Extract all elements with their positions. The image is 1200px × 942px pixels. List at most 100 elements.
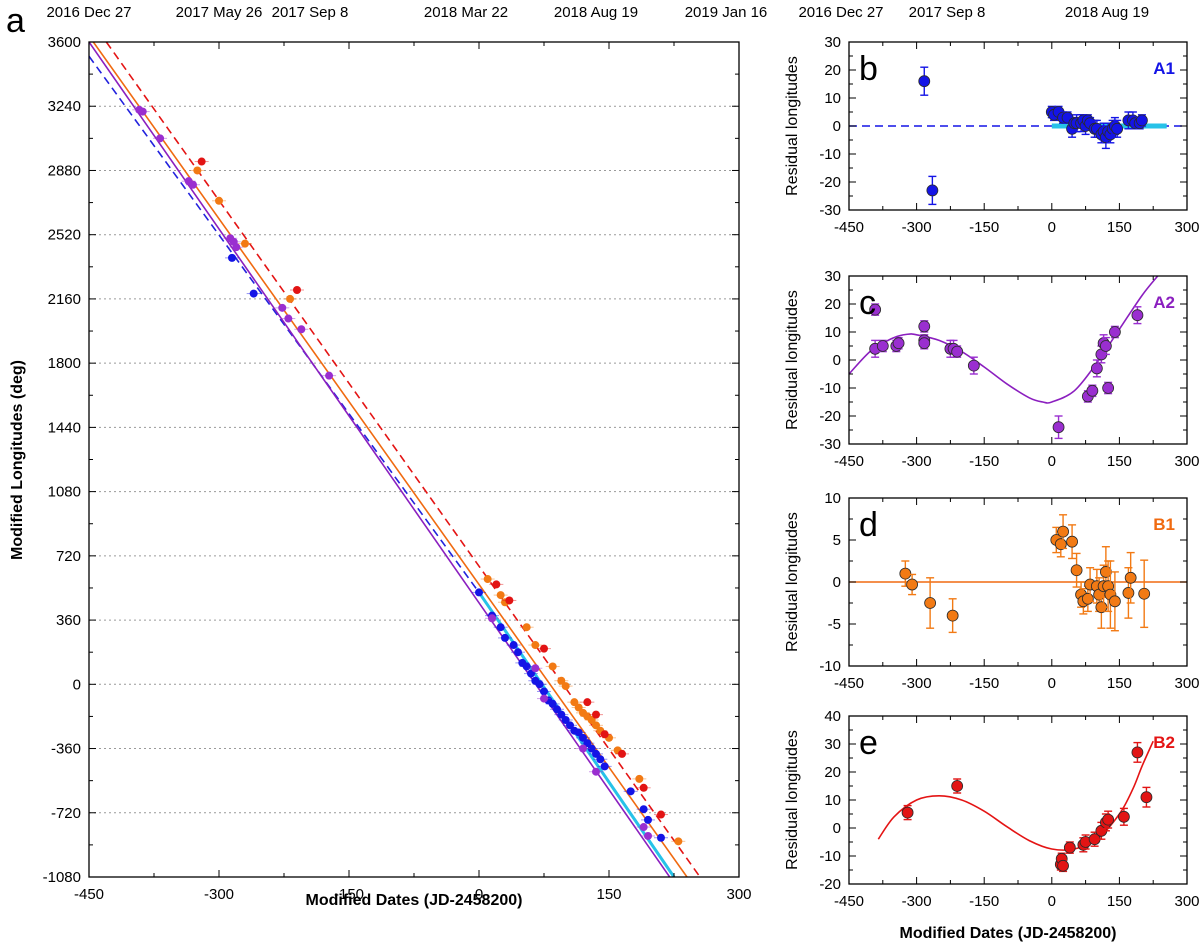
panel-label-e: e xyxy=(859,724,878,762)
data-point-B1 xyxy=(557,676,566,685)
top-date-label: 2016 Dec 27 xyxy=(46,4,131,21)
y-tick-label: -5 xyxy=(828,616,841,633)
data-point-B1 xyxy=(548,662,557,671)
x-tick-label: 0 xyxy=(1048,453,1056,470)
data-point-A1 xyxy=(548,699,557,708)
data-point-B2 xyxy=(583,698,592,707)
x-tick-label: -150 xyxy=(969,453,999,470)
data-point-A2 xyxy=(1131,309,1144,322)
data-point-B1 xyxy=(496,591,505,600)
data-point-B2 xyxy=(1063,841,1076,854)
data-point-B1 xyxy=(522,623,531,632)
y-axis-label: Modified Longitudes (deg) xyxy=(9,360,26,560)
y-tick-label: -20 xyxy=(819,876,841,893)
data-point-A2 xyxy=(1108,326,1121,338)
series-tag-e: B2 xyxy=(1153,733,1175,752)
y-tick-label: -20 xyxy=(819,408,841,425)
data-point-A1 xyxy=(527,669,535,678)
data-point-B1 xyxy=(587,715,596,724)
top-date-label: 2017 May 26 xyxy=(176,4,263,21)
data-point-B2 xyxy=(657,810,665,819)
data-point-B2 xyxy=(540,644,548,653)
x-tick-label: -450 xyxy=(834,893,864,910)
series-tag-b: A1 xyxy=(1153,59,1175,78)
data-point-B2 xyxy=(1102,813,1115,826)
data-point-A1 xyxy=(228,253,236,262)
data-point-A2 xyxy=(488,614,496,623)
data-point-A2 xyxy=(918,337,931,350)
x-tick-label: -450 xyxy=(834,675,864,692)
x-tick-label: -150 xyxy=(969,675,999,692)
x-tick-label: 0 xyxy=(1048,893,1056,910)
data-point-A2 xyxy=(892,337,905,350)
top-date-label: 2017 Sep 8 xyxy=(272,4,349,21)
data-point-B2 xyxy=(197,157,206,166)
top-date-label: 2018 Mar 22 xyxy=(424,4,508,21)
data-point-A2 xyxy=(951,345,964,358)
data-point-B1 xyxy=(241,239,249,248)
x-tick-label: -300 xyxy=(902,675,932,692)
data-point-A2 xyxy=(1086,384,1099,397)
plot-area-c xyxy=(849,276,1159,440)
data-point-A2 xyxy=(138,107,147,116)
data-point-A1 xyxy=(587,744,596,753)
data-point-B1 xyxy=(1066,535,1078,548)
data-point-B1 xyxy=(286,294,295,303)
y-tick-label: 30 xyxy=(824,268,841,285)
data-point-B1 xyxy=(483,575,492,584)
y-tick-label: 1080 xyxy=(48,484,81,501)
data-point-B1 xyxy=(570,698,579,707)
y-tick-label: -10 xyxy=(819,658,841,675)
x-tick-label: -300 xyxy=(902,219,932,236)
data-point-B1 xyxy=(906,578,918,591)
axes-frame-e xyxy=(848,715,1188,885)
y-tick-label: -10 xyxy=(819,146,841,163)
panel-label-b: b xyxy=(859,50,878,88)
y-tick-label: 3600 xyxy=(48,34,81,51)
y-tick-label: 0 xyxy=(833,820,841,837)
x-tick-label: -450 xyxy=(74,886,104,903)
y-axis-label: Residual longitudes xyxy=(784,290,801,430)
panel-label-d: d xyxy=(859,506,878,544)
y-axis-label: Residual longitudes xyxy=(784,730,801,870)
y-tick-label: -1080 xyxy=(43,869,81,886)
data-point-B1 xyxy=(635,774,644,783)
data-point-B1 xyxy=(1070,564,1083,577)
panel-label-a: a xyxy=(6,2,25,40)
x-tick-label: 150 xyxy=(1107,893,1132,910)
top-date-label: 2018 Aug 19 xyxy=(554,4,638,21)
data-point-A2 xyxy=(297,325,306,334)
data-point-B2 xyxy=(639,783,648,792)
y-tick-label: 30 xyxy=(824,736,841,753)
data-point-B2 xyxy=(293,286,301,295)
y-tick-label: -30 xyxy=(819,202,841,219)
data-point-A1 xyxy=(639,805,648,814)
plot-area-e xyxy=(877,740,1154,873)
data-point-A1 xyxy=(657,833,665,842)
y-tick-label: 20 xyxy=(824,62,841,79)
data-point-A1 xyxy=(475,588,483,597)
x-axis-label: Modified Dates (JD-2458200) xyxy=(900,925,1117,942)
x-tick-label: -450 xyxy=(834,219,864,236)
data-point-A2 xyxy=(876,340,889,352)
data-point-B2 xyxy=(505,596,514,605)
data-point-B1 xyxy=(1081,592,1094,605)
data-point-A2 xyxy=(531,664,540,673)
y-tick-label: 360 xyxy=(56,612,81,629)
data-point-B2 xyxy=(618,749,626,758)
x-tick-label: 300 xyxy=(1174,453,1199,470)
data-point-A1 xyxy=(553,705,561,714)
data-point-A1 xyxy=(496,623,505,632)
data-point-A2 xyxy=(540,694,548,703)
plot-area-b xyxy=(849,66,1187,206)
top-date-label: 2017 Sep 8 xyxy=(909,4,986,21)
y-tick-label: 0 xyxy=(833,574,841,591)
series-tag-c: A2 xyxy=(1153,293,1175,312)
top-date-label: 2016 Dec 27 xyxy=(798,4,883,21)
data-point-A1 xyxy=(522,662,531,671)
x-tick-label: 300 xyxy=(1174,675,1199,692)
data-point-A1 xyxy=(1136,114,1148,127)
x-tick-label: 150 xyxy=(1107,219,1132,236)
y-tick-label: 10 xyxy=(824,792,841,809)
